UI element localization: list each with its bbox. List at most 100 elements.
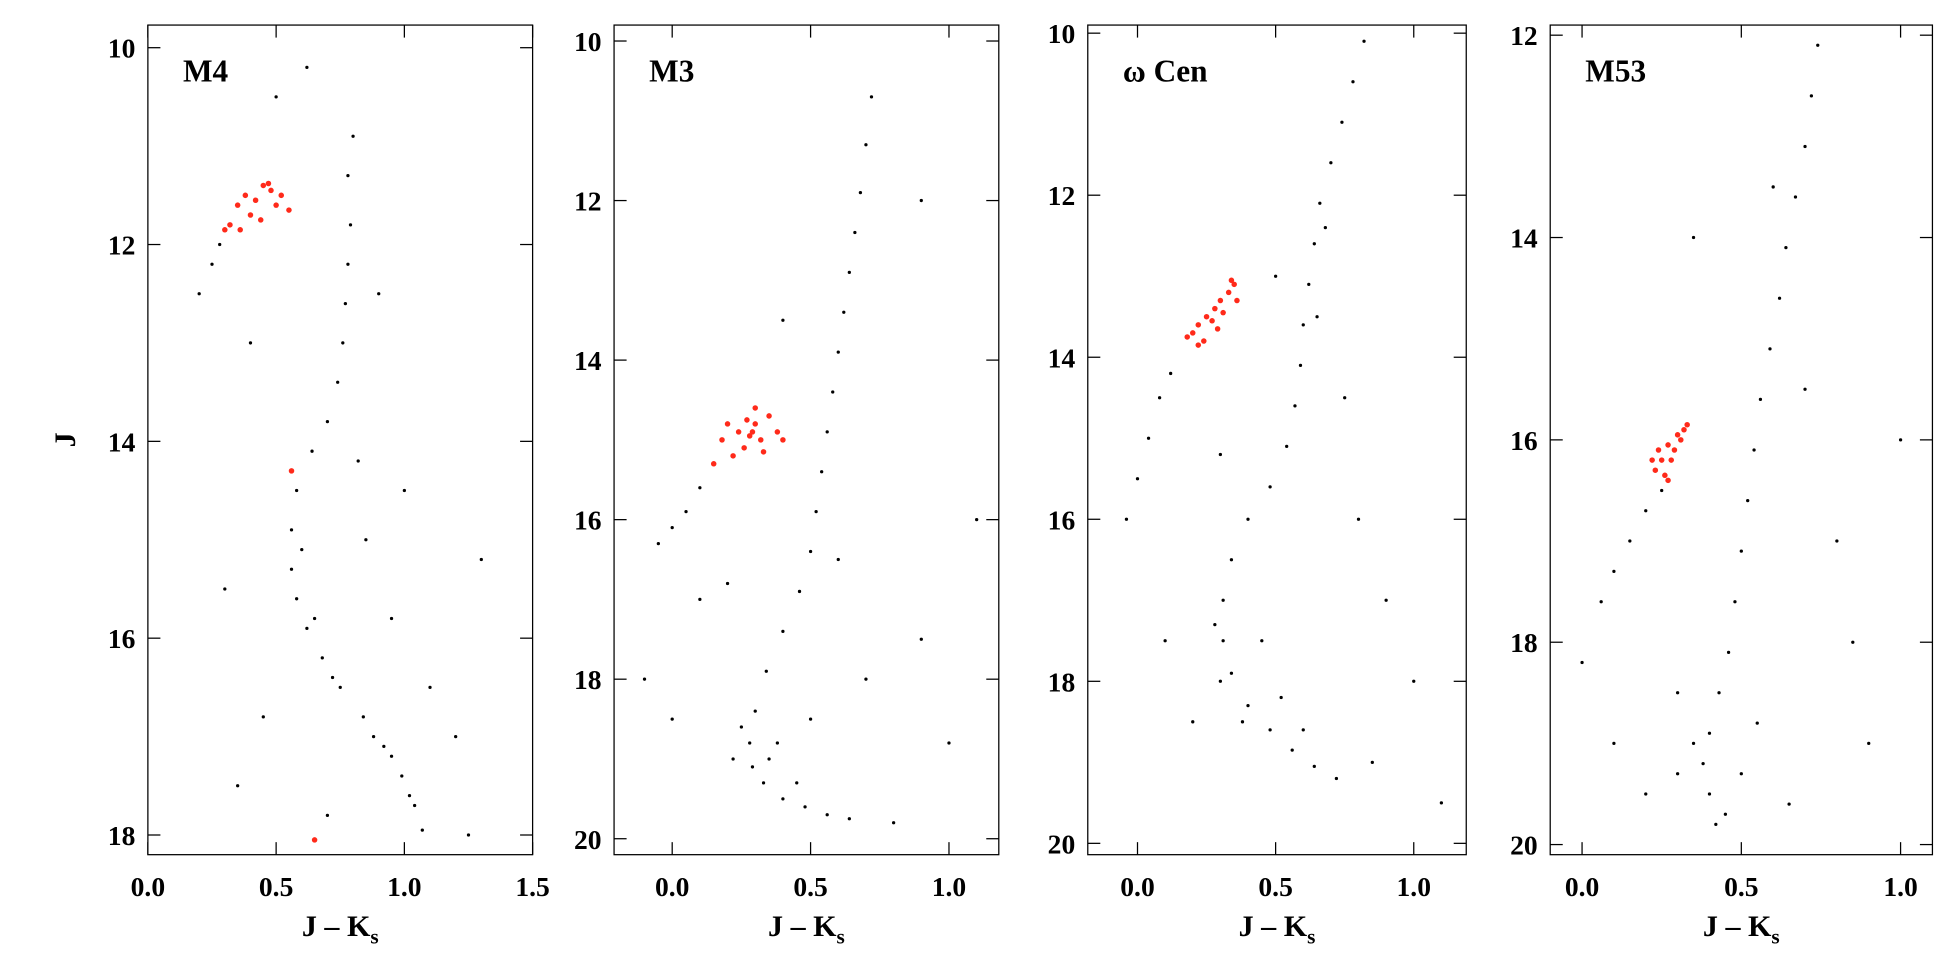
data-point [260,182,267,189]
data-point [1231,281,1237,288]
data-point [739,725,744,729]
data-point [1184,334,1190,340]
data-point [371,734,376,739]
data-point [781,629,785,633]
data-point [351,134,355,138]
data-point [402,488,406,493]
data-point [343,301,348,306]
y-tick-label: 16 [1510,425,1538,456]
data-point [891,821,896,825]
data-point [1203,313,1210,320]
data-point [752,421,758,427]
data-point [389,616,394,621]
data-point [1717,691,1721,695]
data-point [744,417,750,423]
data-point [1768,347,1772,351]
data-point [1334,776,1339,781]
y-tick-label: 20 [1048,828,1076,859]
data-point [1599,600,1603,604]
data-point [1220,309,1226,316]
data-point [248,341,253,345]
y-tick-label: 12 [574,186,602,217]
data-point [1898,438,1903,442]
data-point [761,781,766,785]
data-point [1652,467,1659,473]
data-point [719,437,725,443]
data-point [346,262,350,266]
data-point [1356,517,1361,521]
y-tick-label: 16 [108,623,136,654]
data-point [735,429,742,435]
data-point [227,222,233,228]
data-point [1644,792,1648,796]
data-point [710,461,717,467]
y-axis-label: J [48,432,82,447]
y-tick-label: 12 [1510,20,1538,51]
data-point [775,741,780,745]
data-point [1777,296,1782,300]
data-point [1681,426,1687,433]
data-point [795,781,799,785]
x-axis-label: J – Ks [1703,909,1780,949]
data-point [278,192,285,199]
data-point [1691,235,1696,240]
data-point [1714,822,1718,826]
data-point [1290,748,1294,752]
data-point [1212,305,1218,312]
data-point [1665,477,1671,484]
data-point [684,510,688,514]
y-tick-label: 14 [574,345,602,376]
x-axis-label: J – Ks [302,909,379,949]
data-point [1274,274,1278,278]
data-point [1279,695,1283,700]
data-point [831,390,835,394]
panel-title: M4 [183,53,229,88]
data-point [1793,195,1798,199]
data-point [197,292,201,296]
data-point [1217,297,1224,304]
data-point [261,715,265,719]
data-point [236,784,240,788]
data-point [341,341,345,345]
data-point [1675,691,1680,695]
y-tick-label: 16 [574,505,602,536]
data-point [346,174,350,178]
data-point [1312,764,1316,769]
data-point [781,318,785,322]
data-point [1580,660,1584,665]
data-point [1739,549,1743,553]
data-point [1221,639,1225,643]
data-point [305,626,309,630]
data-point [1787,802,1791,806]
x-tick-label: 1.0 [932,871,966,902]
data-point [295,488,299,493]
data-point [1612,569,1616,574]
data-point [1189,330,1196,336]
data-point [428,685,432,690]
data-point [311,837,318,843]
data-point [1752,448,1756,452]
data-point [1370,760,1374,764]
data-point [842,310,846,314]
data-point [1726,650,1731,654]
y-tick-label: 12 [108,230,136,261]
x-axis-label: J – Ks [768,909,845,949]
data-point [1658,457,1665,463]
data-point [274,95,278,99]
data-point [767,757,771,761]
data-point [725,581,730,586]
data-point [764,669,768,673]
data-point [218,242,222,247]
data-point [1668,457,1675,463]
data-point [407,794,412,798]
data-point [1701,761,1705,766]
data-point [1809,94,1814,98]
data-point [1234,297,1240,304]
y-tick-label: 18 [1048,666,1076,697]
x-tick-label: 0.5 [1258,871,1292,902]
data-point [919,637,923,641]
x-axis-label-sub: s [837,925,845,949]
y-tick-label: 20 [1510,830,1538,861]
data-point [289,528,294,532]
x-axis-label-main: J – K [1239,909,1308,943]
